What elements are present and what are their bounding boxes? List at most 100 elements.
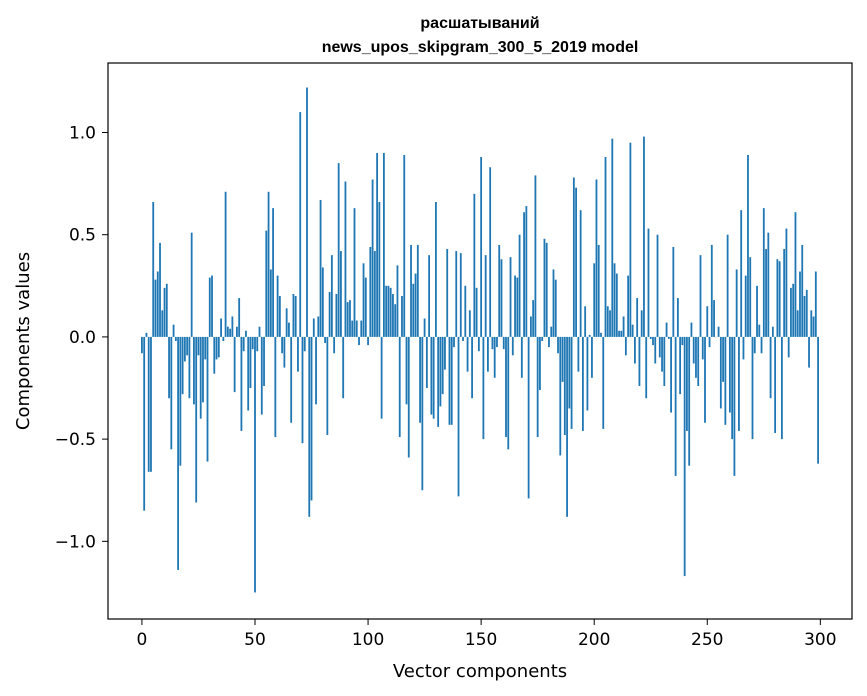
- bar: [505, 336, 507, 438]
- bar: [686, 336, 688, 431]
- bar: [744, 275, 747, 337]
- bar: [473, 193, 476, 337]
- bar: [337, 163, 340, 337]
- bar: [312, 318, 315, 337]
- bar: [432, 336, 435, 419]
- bar: [584, 306, 587, 337]
- bar: [812, 316, 815, 337]
- bar: [753, 336, 756, 354]
- bar: [326, 336, 329, 436]
- bar: [740, 210, 743, 337]
- bar: [792, 283, 795, 337]
- bar: [457, 336, 460, 497]
- x-tick-label: 100: [352, 630, 384, 650]
- bar: [170, 336, 173, 450]
- bar: [758, 324, 761, 337]
- y-axis-label: Components values: [13, 252, 34, 430]
- bar: [629, 142, 632, 337]
- bar: [333, 336, 336, 354]
- bar: [362, 263, 365, 337]
- y-tick-label: 0.5: [69, 226, 96, 246]
- bar: [394, 304, 397, 337]
- bar: [281, 336, 284, 354]
- bar: [529, 316, 532, 337]
- bar: [245, 330, 247, 337]
- bar: [493, 336, 496, 378]
- bar: [604, 157, 607, 337]
- bar: [541, 336, 544, 341]
- bar: [147, 336, 150, 472]
- bar: [387, 285, 390, 337]
- chart-title-line2: news_upos_skipgram_300_5_2019 model: [322, 39, 639, 56]
- bar: [466, 336, 469, 372]
- bar: [310, 336, 313, 501]
- bar: [620, 330, 623, 337]
- bar: [265, 230, 268, 337]
- x-tick-label: 200: [578, 630, 610, 650]
- bar: [496, 336, 498, 348]
- bar: [731, 336, 734, 440]
- x-tick-label: 0: [137, 630, 148, 650]
- bar: [780, 336, 783, 440]
- bar: [346, 302, 349, 337]
- bar: [661, 336, 663, 372]
- bar: [143, 336, 146, 511]
- bar: [670, 336, 672, 413]
- bar: [484, 255, 487, 337]
- bar: [421, 336, 424, 491]
- bar: [208, 277, 211, 337]
- bar: [376, 152, 379, 337]
- x-tick-label: 50: [244, 630, 266, 650]
- bar: [810, 310, 813, 337]
- bar: [267, 191, 270, 337]
- bar: [217, 336, 220, 358]
- bar: [593, 263, 596, 337]
- bar: [507, 336, 510, 450]
- bar: [364, 277, 367, 337]
- bar: [706, 306, 709, 337]
- bars-group: [141, 87, 819, 593]
- bar: [808, 336, 810, 368]
- bar: [631, 324, 634, 337]
- bar: [518, 234, 521, 337]
- bar: [545, 242, 548, 337]
- bar: [487, 336, 489, 372]
- bar: [638, 336, 641, 386]
- bar: [412, 283, 415, 337]
- bar: [566, 336, 568, 517]
- bar: [468, 310, 471, 337]
- bar: [559, 336, 562, 456]
- bar: [360, 320, 363, 337]
- bar: [226, 326, 229, 337]
- bar: [425, 336, 428, 389]
- bar: [509, 257, 512, 337]
- bar: [643, 136, 645, 337]
- bar: [640, 310, 643, 337]
- bar: [663, 336, 666, 386]
- bar: [165, 283, 168, 337]
- bar: [568, 336, 571, 409]
- bar: [455, 251, 458, 337]
- bar: [814, 271, 817, 337]
- bar: [771, 326, 774, 337]
- bar: [202, 336, 204, 403]
- bar: [572, 177, 575, 337]
- bar: [708, 336, 711, 348]
- bar: [161, 310, 164, 337]
- bar: [428, 255, 431, 337]
- bar: [199, 336, 202, 419]
- bar: [272, 208, 274, 337]
- bar: [276, 275, 279, 337]
- bar: [690, 322, 693, 337]
- bar: [581, 336, 584, 431]
- bar: [597, 244, 600, 337]
- bar: [145, 332, 148, 337]
- bar: [735, 269, 738, 337]
- plot-frame: [107, 62, 853, 620]
- bar: [769, 336, 772, 399]
- bar: [695, 336, 697, 378]
- bar: [382, 152, 385, 337]
- bar: [249, 336, 252, 389]
- bar: [656, 234, 659, 337]
- bar: [794, 212, 797, 337]
